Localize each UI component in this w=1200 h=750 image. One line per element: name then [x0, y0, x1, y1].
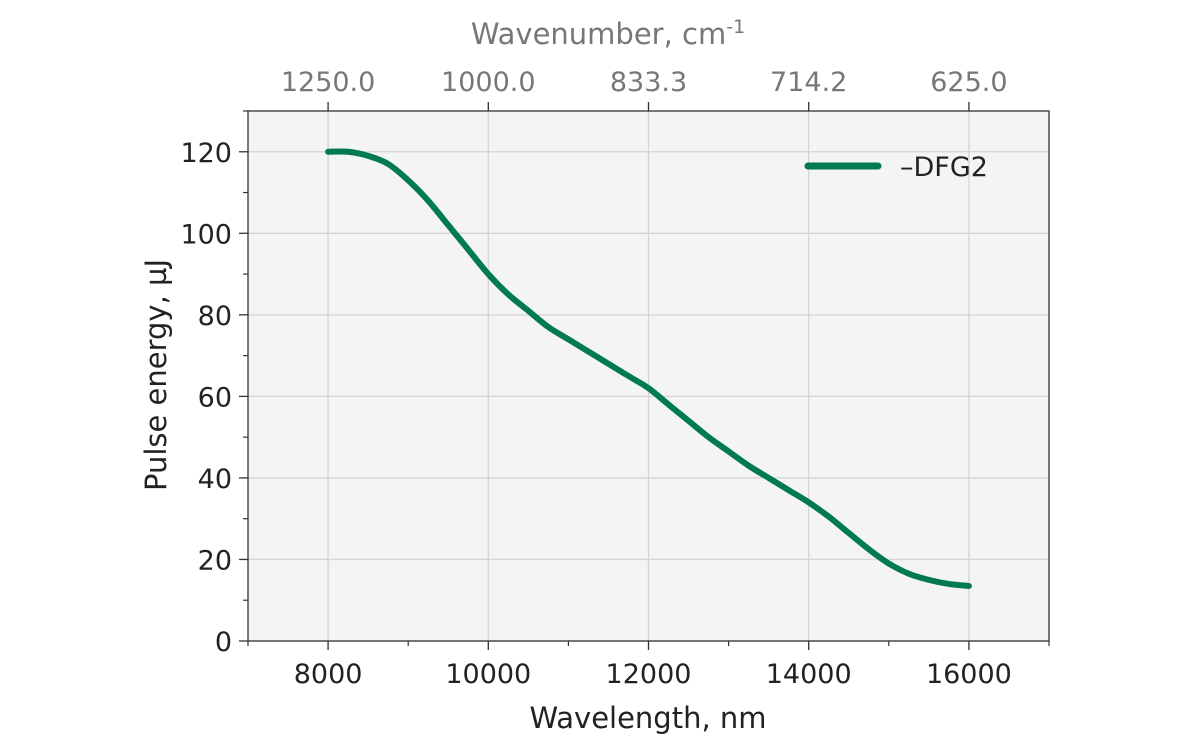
top-tick-label: 1000.0	[441, 67, 535, 98]
x-axis-title: Wavelength, nm	[529, 701, 766, 735]
y-tick-label: 20	[198, 545, 232, 576]
x-tick-label: 14000	[766, 659, 852, 690]
y-tick-label: 100	[180, 219, 232, 250]
tick-labels: 8000 10000 12000 14000 16000 0 20 40 60 80 100 120 1…	[180, 67, 1011, 690]
y-tick-label: 40	[198, 464, 232, 495]
legend-label: –DFG2	[900, 152, 988, 183]
y-axis-title: Pulse energy, µJ	[139, 259, 173, 491]
x-tick-label: 10000	[445, 659, 531, 690]
top-tick-label: 833.3	[610, 67, 687, 98]
y-tick-label: 60	[198, 382, 232, 413]
x-tick-label: 8000	[294, 659, 363, 690]
top-axis-title-superscript: -1	[726, 16, 745, 38]
top-tick-label: 625.0	[930, 67, 1007, 98]
x-tick-label: 12000	[606, 659, 692, 690]
y-tick-label: 0	[215, 627, 232, 658]
top-tick-label: 714.2	[770, 67, 847, 98]
plot-area	[248, 111, 1049, 642]
series-layer	[325, 148, 972, 589]
x-tick-label: 16000	[926, 659, 1012, 690]
top-axis-title-text: Wavenumber, cm	[471, 17, 726, 51]
y-tick-label: 80	[198, 301, 232, 332]
series-line-dfg2	[325, 148, 972, 589]
top-axis-title: Wavenumber, cm-1	[471, 16, 745, 51]
legend: –DFG2	[804, 152, 988, 183]
top-tick-label: 1250.0	[281, 67, 375, 98]
y-tick-label: 120	[180, 138, 232, 169]
axes	[239, 102, 1050, 650]
